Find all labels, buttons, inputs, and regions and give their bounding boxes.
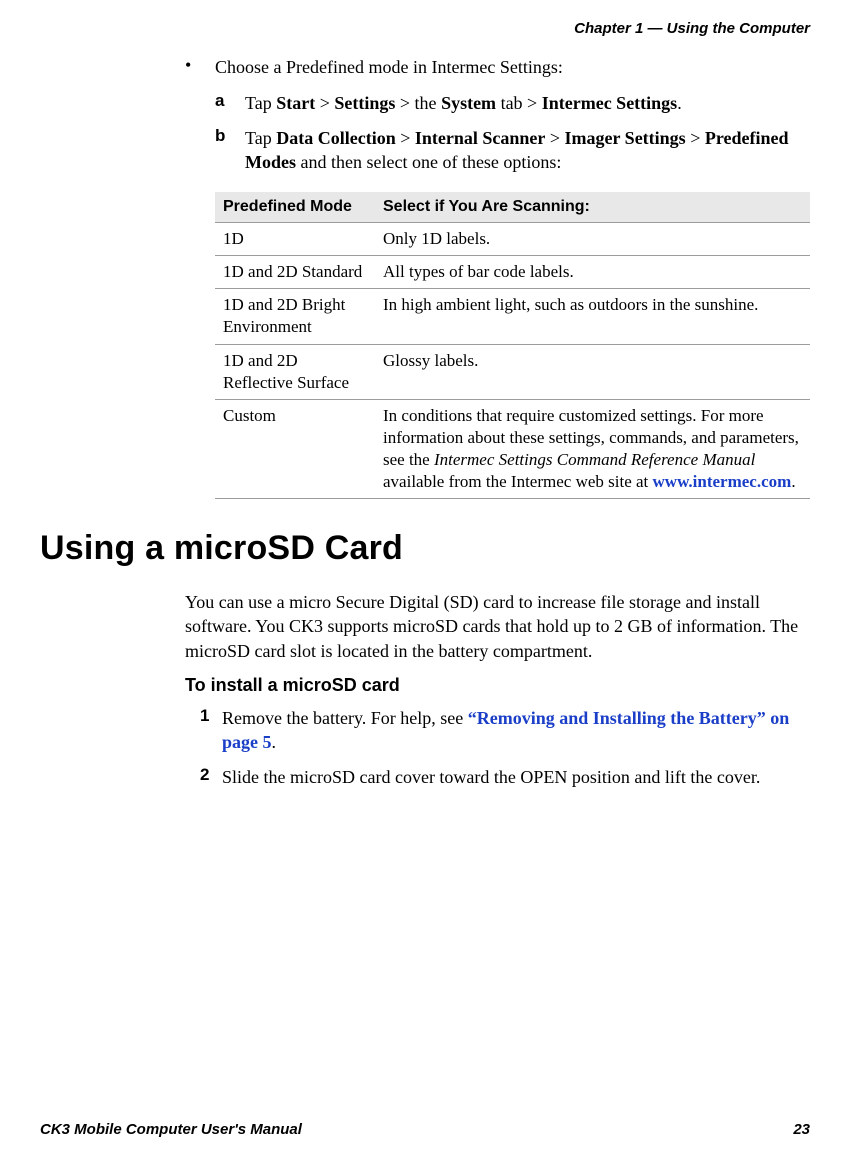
sub-marker-a: a bbox=[215, 91, 245, 115]
page-footer: CK3 Mobile Computer User's Manual 23 bbox=[40, 1121, 810, 1138]
text: Tap bbox=[245, 93, 276, 113]
italic: Intermec Settings Command Reference Manu… bbox=[434, 450, 755, 469]
cell-desc: Glossy labels. bbox=[375, 344, 810, 399]
chapter-header: Chapter 1 — Using the Computer bbox=[574, 20, 810, 37]
cell-mode: Custom bbox=[215, 399, 375, 498]
text: available from the Intermec web site at bbox=[383, 472, 653, 491]
footer-page: 23 bbox=[793, 1121, 810, 1138]
text: . bbox=[791, 472, 795, 491]
predefined-modes-table: Predefined Mode Select if You Are Scanni… bbox=[215, 192, 810, 499]
step-marker: 2 bbox=[200, 765, 222, 789]
step-text: Slide the microSD card cover toward the … bbox=[222, 765, 760, 789]
text: tab > bbox=[496, 93, 542, 113]
text: . bbox=[677, 93, 682, 113]
text: and then select one of these options: bbox=[296, 152, 561, 172]
bold: Start bbox=[276, 93, 315, 113]
sub-steps: a Tap Start > Settings > the System tab … bbox=[215, 91, 810, 174]
step-2: 2 Slide the microSD card cover toward th… bbox=[200, 765, 810, 789]
table-row: Custom In conditions that require custom… bbox=[215, 399, 810, 498]
step-text: Remove the battery. For help, see “Remov… bbox=[222, 706, 810, 755]
text: Remove the battery. For help, see bbox=[222, 708, 468, 728]
bold: System bbox=[441, 93, 496, 113]
cell-mode: 1D and 2D Bright Environment bbox=[215, 289, 375, 344]
bullet-item: • Choose a Predefined mode in Intermec S… bbox=[185, 55, 810, 79]
table-header-row: Predefined Mode Select if You Are Scanni… bbox=[215, 192, 810, 223]
bullet-text: Choose a Predefined mode in Intermec Set… bbox=[215, 55, 563, 79]
cell-mode: 1D bbox=[215, 223, 375, 256]
text: > bbox=[396, 128, 415, 148]
page-content: • Choose a Predefined mode in Intermec S… bbox=[40, 55, 810, 799]
cell-desc: In high ambient light, such as outdoors … bbox=[375, 289, 810, 344]
table-row: 1D and 2D Bright Environment In high amb… bbox=[215, 289, 810, 344]
bold: Data Collection bbox=[276, 128, 395, 148]
step-marker: 1 bbox=[200, 706, 222, 755]
text: > bbox=[315, 93, 334, 113]
text: Tap bbox=[245, 128, 276, 148]
cell-mode: 1D and 2D Reflective Surface bbox=[215, 344, 375, 399]
link-intermec[interactable]: www.intermec.com bbox=[653, 472, 792, 491]
cell-desc: All types of bar code labels. bbox=[375, 256, 810, 289]
text: > the bbox=[395, 93, 441, 113]
sub-text-b: Tap Data Collection > Internal Scanner >… bbox=[245, 126, 810, 175]
text: > bbox=[686, 128, 705, 148]
numbered-steps: 1 Remove the battery. For help, see “Rem… bbox=[200, 706, 810, 789]
cell-desc: Only 1D labels. bbox=[375, 223, 810, 256]
table-header-mode: Predefined Mode bbox=[215, 192, 375, 223]
procedure-heading: To install a microSD card bbox=[185, 675, 810, 696]
footer-manual: CK3 Mobile Computer User's Manual bbox=[40, 1121, 302, 1138]
section-heading: Using a microSD Card bbox=[40, 529, 810, 568]
bold: Internal Scanner bbox=[415, 128, 546, 148]
bold: Settings bbox=[334, 93, 395, 113]
sub-text-a: Tap Start > Settings > the System tab > … bbox=[245, 91, 682, 115]
sub-marker-b: b bbox=[215, 126, 245, 175]
table-row: 1D Only 1D labels. bbox=[215, 223, 810, 256]
bold: Intermec Settings bbox=[542, 93, 677, 113]
cell-desc: In conditions that require customized se… bbox=[375, 399, 810, 498]
sub-step-a: a Tap Start > Settings > the System tab … bbox=[215, 91, 810, 115]
table-header-desc: Select if You Are Scanning: bbox=[375, 192, 810, 223]
cell-mode: 1D and 2D Standard bbox=[215, 256, 375, 289]
bullet-marker: • bbox=[185, 55, 215, 79]
step-1: 1 Remove the battery. For help, see “Rem… bbox=[200, 706, 810, 755]
text: . bbox=[272, 732, 277, 752]
bold: Imager Settings bbox=[565, 128, 686, 148]
section-para: You can use a micro Secure Digital (SD) … bbox=[185, 590, 810, 663]
table-row: 1D and 2D Standard All types of bar code… bbox=[215, 256, 810, 289]
table-row: 1D and 2D Reflective Surface Glossy labe… bbox=[215, 344, 810, 399]
text: > bbox=[545, 128, 564, 148]
sub-step-b: b Tap Data Collection > Internal Scanner… bbox=[215, 126, 810, 175]
